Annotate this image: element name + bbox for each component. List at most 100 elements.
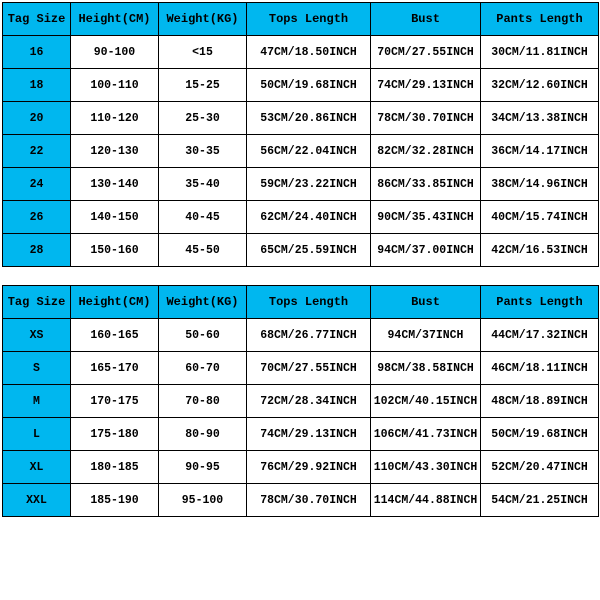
cell-value: 50CM/19.68INCH <box>481 418 599 451</box>
col-tops-length: Tops Length <box>247 286 371 319</box>
cell-value: 78CM/30.70INCH <box>247 484 371 517</box>
cell-value: 74CM/29.13INCH <box>247 418 371 451</box>
cell-value: 90-95 <box>159 451 247 484</box>
table-row: 1690-100<1547CM/18.50INCH70CM/27.55INCH3… <box>3 36 599 69</box>
cell-value: 74CM/29.13INCH <box>371 69 481 102</box>
col-pants-length: Pants Length <box>481 3 599 36</box>
cell-value: 53CM/20.86INCH <box>247 102 371 135</box>
cell-value: 76CM/29.92INCH <box>247 451 371 484</box>
table-gap <box>2 267 598 285</box>
table-row: 28150-16045-5065CM/25.59INCH94CM/37.00IN… <box>3 234 599 267</box>
cell-value: 110-120 <box>71 102 159 135</box>
cell-value: 170-175 <box>71 385 159 418</box>
cell-value: 56CM/22.04INCH <box>247 135 371 168</box>
cell-value: 35-40 <box>159 168 247 201</box>
cell-value: 90-100 <box>71 36 159 69</box>
cell-value: 140-150 <box>71 201 159 234</box>
cell-value: 82CM/32.28INCH <box>371 135 481 168</box>
cell-value: 40CM/15.74INCH <box>481 201 599 234</box>
size-table-kids: Tag Size Height(CM) Weight(KG) Tops Leng… <box>2 2 599 267</box>
cell-value: 48CM/18.89INCH <box>481 385 599 418</box>
cell-value: 70CM/27.55INCH <box>247 352 371 385</box>
size-table-adults-body: XS160-16550-6068CM/26.77INCH94CM/37INCH4… <box>3 319 599 517</box>
col-tag-size: Tag Size <box>3 286 71 319</box>
cell-tag-size: L <box>3 418 71 451</box>
col-weight: Weight(KG) <box>159 3 247 36</box>
col-weight: Weight(KG) <box>159 286 247 319</box>
cell-value: 78CM/30.70INCH <box>371 102 481 135</box>
cell-value: 50CM/19.68INCH <box>247 69 371 102</box>
col-height: Height(CM) <box>71 286 159 319</box>
cell-value: 50-60 <box>159 319 247 352</box>
col-pants-length: Pants Length <box>481 286 599 319</box>
cell-value: 34CM/13.38INCH <box>481 102 599 135</box>
cell-value: 94CM/37.00INCH <box>371 234 481 267</box>
cell-value: 98CM/38.58INCH <box>371 352 481 385</box>
cell-tag-size: 20 <box>3 102 71 135</box>
cell-value: 72CM/28.34INCH <box>247 385 371 418</box>
cell-value: 86CM/33.85INCH <box>371 168 481 201</box>
table-row: XS160-16550-6068CM/26.77INCH94CM/37INCH4… <box>3 319 599 352</box>
cell-value: 62CM/24.40INCH <box>247 201 371 234</box>
cell-value: 36CM/14.17INCH <box>481 135 599 168</box>
cell-value: 180-185 <box>71 451 159 484</box>
cell-value: 30-35 <box>159 135 247 168</box>
cell-tag-size: 26 <box>3 201 71 234</box>
cell-value: 130-140 <box>71 168 159 201</box>
cell-value: 59CM/23.22INCH <box>247 168 371 201</box>
cell-value: 47CM/18.50INCH <box>247 36 371 69</box>
cell-value: 45-50 <box>159 234 247 267</box>
cell-value: 54CM/21.25INCH <box>481 484 599 517</box>
cell-tag-size: 16 <box>3 36 71 69</box>
cell-value: <15 <box>159 36 247 69</box>
cell-value: 42CM/16.53INCH <box>481 234 599 267</box>
size-table-kids-body: 1690-100<1547CM/18.50INCH70CM/27.55INCH3… <box>3 36 599 267</box>
cell-value: 65CM/25.59INCH <box>247 234 371 267</box>
cell-tag-size: XS <box>3 319 71 352</box>
cell-tag-size: 24 <box>3 168 71 201</box>
cell-tag-size: XXL <box>3 484 71 517</box>
table-row: XXL185-19095-10078CM/30.70INCH114CM/44.8… <box>3 484 599 517</box>
cell-value: 15-25 <box>159 69 247 102</box>
cell-tag-size: 22 <box>3 135 71 168</box>
col-bust: Bust <box>371 3 481 36</box>
col-tag-size: Tag Size <box>3 3 71 36</box>
table-row: S165-17060-7070CM/27.55INCH98CM/38.58INC… <box>3 352 599 385</box>
cell-value: 102CM/40.15INCH <box>371 385 481 418</box>
cell-value: 90CM/35.43INCH <box>371 201 481 234</box>
table-row: 20110-12025-3053CM/20.86INCH78CM/30.70IN… <box>3 102 599 135</box>
cell-value: 114CM/44.88INCH <box>371 484 481 517</box>
cell-value: 106CM/41.73INCH <box>371 418 481 451</box>
cell-value: 95-100 <box>159 484 247 517</box>
table-row: M170-17570-8072CM/28.34INCH102CM/40.15IN… <box>3 385 599 418</box>
table-row: XL180-18590-9576CM/29.92INCH110CM/43.30I… <box>3 451 599 484</box>
cell-value: 110CM/43.30INCH <box>371 451 481 484</box>
col-tops-length: Tops Length <box>247 3 371 36</box>
cell-value: 165-170 <box>71 352 159 385</box>
cell-value: 100-110 <box>71 69 159 102</box>
cell-value: 30CM/11.81INCH <box>481 36 599 69</box>
cell-value: 46CM/18.11INCH <box>481 352 599 385</box>
cell-tag-size: S <box>3 352 71 385</box>
cell-value: 160-165 <box>71 319 159 352</box>
table-header-row: Tag Size Height(CM) Weight(KG) Tops Leng… <box>3 3 599 36</box>
cell-value: 44CM/17.32INCH <box>481 319 599 352</box>
cell-value: 70CM/27.55INCH <box>371 36 481 69</box>
cell-tag-size: XL <box>3 451 71 484</box>
table-row: 24130-14035-4059CM/23.22INCH86CM/33.85IN… <box>3 168 599 201</box>
cell-value: 52CM/20.47INCH <box>481 451 599 484</box>
col-height: Height(CM) <box>71 3 159 36</box>
cell-value: 120-130 <box>71 135 159 168</box>
cell-tag-size: 28 <box>3 234 71 267</box>
cell-value: 80-90 <box>159 418 247 451</box>
table-row: L175-18080-9074CM/29.13INCH106CM/41.73IN… <box>3 418 599 451</box>
cell-tag-size: M <box>3 385 71 418</box>
cell-value: 68CM/26.77INCH <box>247 319 371 352</box>
table-row: 22120-13030-3556CM/22.04INCH82CM/32.28IN… <box>3 135 599 168</box>
cell-value: 70-80 <box>159 385 247 418</box>
cell-value: 40-45 <box>159 201 247 234</box>
cell-value: 38CM/14.96INCH <box>481 168 599 201</box>
cell-value: 32CM/12.60INCH <box>481 69 599 102</box>
size-table-adults: Tag Size Height(CM) Weight(KG) Tops Leng… <box>2 285 599 517</box>
table-row: 26140-15040-4562CM/24.40INCH90CM/35.43IN… <box>3 201 599 234</box>
